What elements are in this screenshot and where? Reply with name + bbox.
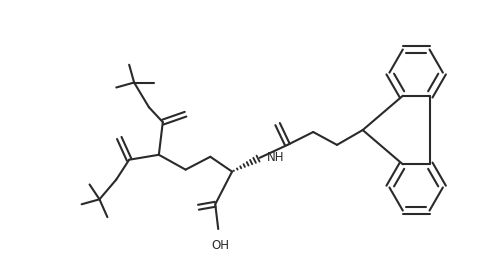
Text: NH: NH bbox=[267, 151, 284, 164]
Text: OH: OH bbox=[211, 239, 229, 252]
